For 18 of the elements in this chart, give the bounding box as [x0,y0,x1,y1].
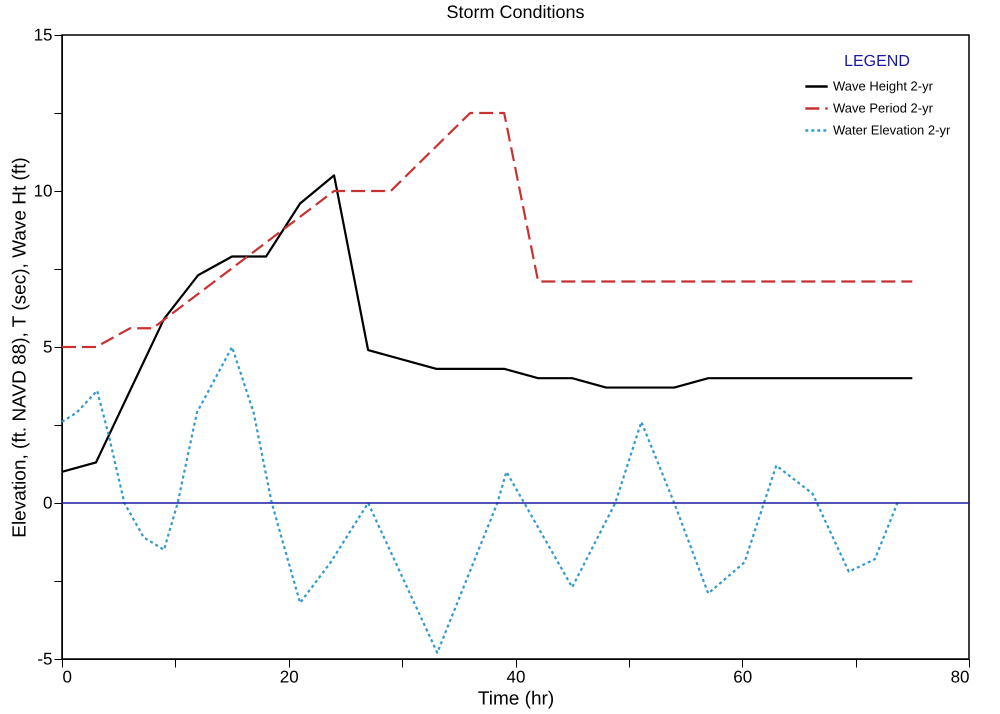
x-tick-label: 40 [506,668,526,686]
line-series [60,346,900,654]
y-tick-label: 10 [34,182,52,200]
y-tick-label: 15 [34,26,52,44]
y-tick-label: 5 [43,338,52,356]
legend-label: Wave Height 2-yr [833,78,934,94]
x-tick-label: 60 [733,668,752,686]
y-axis-title: Elevation, (ft. NAVD 88), T (sec), Wave Ht (ft) [10,157,31,538]
y-tick-label: 0 [43,494,52,512]
legend-label: Wave Period 2-yr [833,100,934,116]
legend-label: Water Elevation 2-yr [833,122,951,138]
legend-title: LEGEND [844,53,910,70]
x-tick-label: 0 [62,668,72,686]
x-axis-title: Time (hr) [478,688,554,710]
x-tick-label: 80 [950,668,970,686]
chart-title: Storm Conditions [446,2,585,22]
y-tick-label: -5 [37,650,52,668]
x-tick-label: 20 [280,668,299,686]
